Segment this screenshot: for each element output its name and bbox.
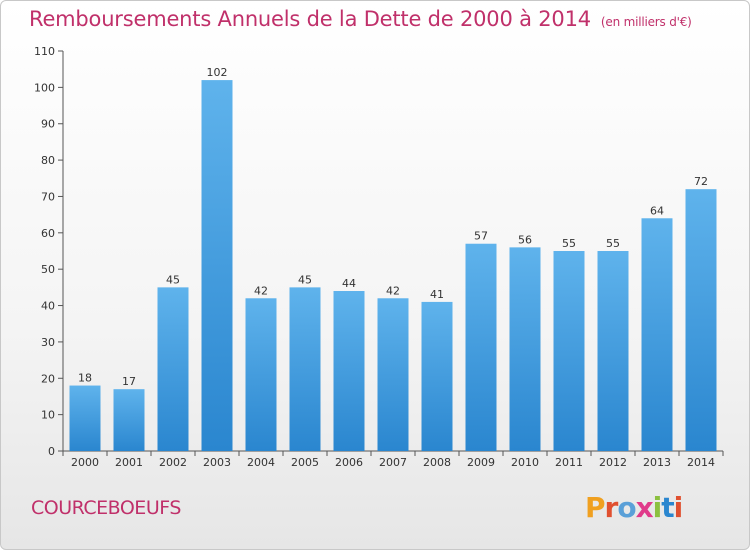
y-tick-label: 50 xyxy=(41,263,55,276)
logo-letter: i xyxy=(652,491,663,524)
x-tick-label: 2010 xyxy=(511,456,539,469)
data-label: 102 xyxy=(207,66,228,79)
logo-letter: i xyxy=(673,491,684,524)
data-label: 57 xyxy=(474,230,488,243)
x-tick-label: 2006 xyxy=(335,456,363,469)
x-tick-label: 2005 xyxy=(291,456,319,469)
data-label: 18 xyxy=(78,372,92,385)
x-tick-label: 2008 xyxy=(423,456,451,469)
y-tick-label: 100 xyxy=(34,81,55,94)
y-tick-label: 40 xyxy=(41,300,55,313)
logo-letter: t xyxy=(661,491,674,524)
x-tick-label: 2007 xyxy=(379,456,407,469)
data-labels: 18 17 45 102 42 45 44 42 41 57 56 55 55 64 72 xyxy=(78,66,708,388)
bar-2011 xyxy=(553,251,585,451)
bar-2000 xyxy=(69,385,101,451)
data-label: 55 xyxy=(562,237,576,250)
data-label: 55 xyxy=(606,237,620,250)
bar-2014 xyxy=(685,189,717,451)
x-tick-label: 2004 xyxy=(247,456,275,469)
y-tick-label: 70 xyxy=(41,190,55,203)
logo-letter: o xyxy=(617,491,636,524)
data-label: 56 xyxy=(518,233,532,246)
bar-2008 xyxy=(421,301,453,451)
bar-2007 xyxy=(377,298,409,451)
chart-unit: (en milliers d'€) xyxy=(600,15,692,29)
bar-2001 xyxy=(113,389,145,451)
data-label: 44 xyxy=(342,277,356,290)
y-tick-label: 0 xyxy=(48,445,55,458)
bar-2012 xyxy=(597,251,629,451)
bar-2005 xyxy=(289,287,321,451)
data-label: 64 xyxy=(650,204,664,217)
bar-2003 xyxy=(201,80,233,451)
bar-2002 xyxy=(157,287,189,451)
chart-title: Remboursements Annuels de la Dette de 20… xyxy=(29,7,692,31)
logo-letter: P xyxy=(585,491,606,524)
bar-2013 xyxy=(641,218,673,451)
data-label: 41 xyxy=(430,288,444,301)
bars xyxy=(69,80,717,451)
logo-letter: r xyxy=(604,491,619,524)
bar-2009 xyxy=(465,243,497,451)
bar-2006 xyxy=(333,291,365,451)
x-tick-label: 2009 xyxy=(467,456,495,469)
x-tick-label: 2002 xyxy=(159,456,187,469)
x-tick-label: 2000 xyxy=(71,456,99,469)
bar-2004 xyxy=(245,298,277,451)
x-tick-label: 2012 xyxy=(599,456,627,469)
y-tick-label: 30 xyxy=(41,336,55,349)
y-tick-label: 60 xyxy=(41,227,55,240)
chart-title-text: Remboursements Annuels de la Dette de 20… xyxy=(29,7,591,31)
x-tick-label: 2003 xyxy=(203,456,231,469)
data-label: 17 xyxy=(122,375,136,388)
y-tick-label: 80 xyxy=(41,154,55,167)
y-tick-label: 90 xyxy=(41,118,55,131)
y-tick-label: 110 xyxy=(34,45,55,58)
data-label: 45 xyxy=(166,273,180,286)
x-tick-label: 2013 xyxy=(643,456,671,469)
y-tick-label: 10 xyxy=(41,409,55,422)
x-tick-label: 2014 xyxy=(687,456,715,469)
data-label: 42 xyxy=(254,284,268,297)
y-tick-label: 20 xyxy=(41,372,55,385)
data-label: 72 xyxy=(694,175,708,188)
axes: 0 10 20 30 40 50 60 70 80 90 100 110 2000 2001 2002 200… xyxy=(34,45,724,469)
x-tick-label: 2001 xyxy=(115,456,143,469)
data-label: 45 xyxy=(298,273,312,286)
data-label: 42 xyxy=(386,284,400,297)
proxiti-logo: Proxiti xyxy=(585,491,684,524)
logo-letter: x xyxy=(635,491,654,524)
commune-name: COURCEBOEUFS xyxy=(31,497,181,519)
x-tick-label: 2011 xyxy=(555,456,583,469)
bar-2010 xyxy=(509,247,541,451)
